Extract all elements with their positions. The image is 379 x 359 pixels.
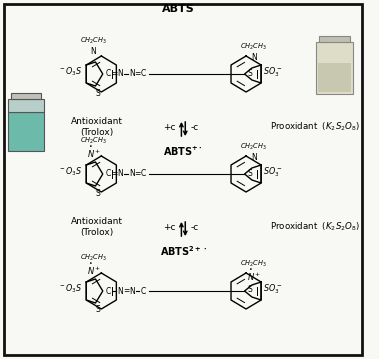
Text: C: C [141, 70, 146, 79]
Text: S: S [95, 306, 100, 314]
Text: C: C [106, 169, 111, 178]
Text: =: = [134, 169, 141, 178]
Text: $^-O_3S$: $^-O_3S$ [58, 166, 83, 178]
Text: Antioxidant
(Trolox): Antioxidant (Trolox) [70, 217, 122, 237]
Text: N: N [117, 169, 123, 178]
Text: =: = [123, 286, 129, 295]
Text: +c: +c [163, 223, 175, 232]
Text: C: C [141, 169, 146, 178]
Text: N: N [251, 154, 257, 163]
Text: $\mathbf{ABTS^{+\bullet}}$: $\mathbf{ABTS^{+\bullet}}$ [163, 144, 203, 158]
Text: $CH_2CH_3$: $CH_2CH_3$ [80, 136, 107, 146]
Text: $SO_3^-$: $SO_3^-$ [263, 282, 283, 296]
Bar [318, 64, 351, 92]
Text: $\overset{\bullet}{N}^+$: $\overset{\bullet}{N}^+$ [87, 144, 100, 160]
Text: $CH_2CH_3$: $CH_2CH_3$ [80, 253, 107, 263]
Text: $\mathbf{ABTS^{2+\bullet}}$: $\mathbf{ABTS^{2+\bullet}}$ [160, 244, 207, 258]
Text: $CH_2CH_3$: $CH_2CH_3$ [240, 259, 267, 269]
Text: -c: -c [191, 223, 199, 232]
Text: C: C [141, 286, 146, 295]
Bar [11, 93, 41, 99]
Text: $\overset{\bullet}{N}^+$: $\overset{\bullet}{N}^+$ [87, 261, 100, 277]
Text: =: = [111, 169, 117, 178]
Bar [8, 99, 44, 112]
Text: $^-O_3S$: $^-O_3S$ [58, 66, 83, 78]
Text: ABTS: ABTS [162, 4, 195, 14]
Text: $CH_2CH_3$: $CH_2CH_3$ [240, 142, 267, 152]
Text: S: S [95, 188, 100, 197]
Text: N: N [91, 47, 96, 56]
Text: $SO_3^-$: $SO_3^-$ [263, 65, 283, 79]
Text: N: N [129, 70, 135, 79]
Text: =: = [134, 70, 141, 79]
Text: Antioxidant
(Trolox): Antioxidant (Trolox) [70, 117, 122, 137]
Text: $CH_2CH_3$: $CH_2CH_3$ [80, 36, 107, 46]
Text: $CH_2CH_3$: $CH_2CH_3$ [240, 42, 267, 52]
Text: +c: +c [163, 122, 175, 131]
Bar [316, 42, 353, 94]
Bar [319, 36, 350, 42]
Text: N: N [129, 286, 135, 295]
Text: -c: -c [191, 122, 199, 131]
Text: $SO_3^-$: $SO_3^-$ [263, 165, 283, 179]
Text: C: C [106, 70, 111, 79]
Bar [8, 112, 44, 151]
Text: N: N [117, 70, 123, 79]
Text: Prooxidant  $(K_2S_2O_8)$: Prooxidant $(K_2S_2O_8)$ [270, 121, 360, 133]
Text: S: S [95, 89, 100, 98]
Text: S: S [247, 285, 252, 294]
Text: N: N [129, 169, 135, 178]
Text: =: = [111, 70, 117, 79]
Text: Prooxidant  $(K_2S_2O_8)$: Prooxidant $(K_2S_2O_8)$ [270, 221, 360, 233]
Text: N: N [117, 286, 123, 295]
Text: S: S [247, 69, 252, 78]
Text: S: S [247, 168, 252, 177]
Text: C: C [106, 286, 111, 295]
Text: $\overset{\bullet}{N}^+$: $\overset{\bullet}{N}^+$ [247, 267, 261, 283]
Text: $^-O_3S$: $^-O_3S$ [58, 283, 83, 295]
Text: N: N [251, 53, 257, 62]
